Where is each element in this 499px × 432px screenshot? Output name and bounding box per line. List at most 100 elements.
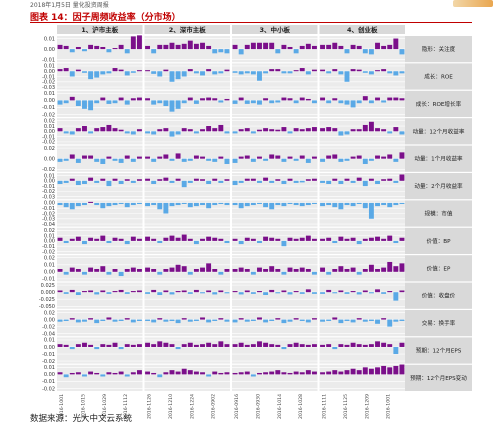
row-strip	[405, 36, 472, 63]
y-tick-label: 0.00	[44, 179, 55, 185]
y-tick-label: -0.04	[42, 331, 55, 337]
bar	[206, 342, 212, 347]
bar	[250, 131, 256, 134]
bar	[338, 266, 344, 272]
bar	[257, 42, 262, 50]
bar	[212, 292, 218, 295]
row-strip	[405, 310, 472, 337]
bar	[112, 237, 118, 241]
bar	[169, 235, 175, 241]
y-tick-label: -0.050	[39, 304, 55, 310]
bar	[175, 71, 181, 80]
bar	[69, 131, 75, 135]
bar	[94, 319, 100, 324]
bar	[157, 156, 163, 159]
bar	[75, 344, 81, 347]
y-tick-label: 0.00	[44, 129, 55, 135]
bar	[175, 371, 181, 375]
bar	[320, 158, 326, 162]
bar	[257, 341, 262, 347]
bar	[326, 371, 332, 375]
bar	[287, 156, 293, 159]
bar	[238, 97, 244, 101]
bar	[399, 131, 405, 135]
bar	[106, 180, 112, 187]
bar	[200, 344, 205, 347]
bar	[232, 202, 238, 206]
bar	[175, 202, 181, 206]
bar	[326, 319, 332, 321]
bar	[212, 371, 218, 375]
bar	[200, 71, 205, 76]
bar	[75, 158, 81, 163]
bar	[163, 69, 169, 72]
bar	[257, 100, 262, 105]
bar	[224, 179, 230, 181]
bar	[244, 202, 250, 207]
bar	[157, 240, 163, 244]
bar	[399, 364, 405, 375]
bar	[130, 180, 136, 183]
bar	[94, 372, 100, 375]
bar	[206, 236, 212, 241]
bar	[193, 178, 199, 181]
bar	[82, 71, 87, 73]
bar	[387, 367, 393, 375]
bar	[362, 238, 368, 241]
bar	[157, 374, 163, 378]
bar	[381, 238, 387, 241]
bar	[263, 372, 269, 375]
bar	[206, 180, 212, 184]
bar	[281, 71, 287, 74]
bar	[368, 368, 374, 375]
bar	[299, 267, 305, 272]
column-label: 3、中小板	[259, 25, 290, 34]
row-strip	[405, 173, 472, 200]
bar	[362, 319, 368, 322]
bar	[305, 344, 311, 347]
facet-panel	[232, 364, 318, 391]
bar	[130, 372, 136, 375]
bar	[200, 129, 205, 132]
y-tick-label: 0.01	[44, 64, 55, 70]
bar	[293, 70, 299, 72]
x-tick-label: 2016-1112	[123, 394, 129, 419]
bar	[187, 202, 193, 208]
bar	[332, 178, 338, 181]
row-label: 价值：EP	[427, 264, 451, 272]
bar	[350, 69, 356, 72]
bar	[368, 237, 374, 241]
row-strip	[405, 200, 472, 227]
bar	[326, 71, 332, 74]
bar	[299, 45, 305, 50]
bar	[224, 319, 230, 322]
bar	[281, 180, 287, 184]
bar	[232, 291, 238, 293]
bar	[375, 97, 380, 101]
bar	[112, 372, 118, 375]
bar	[275, 318, 281, 320]
bar	[275, 202, 281, 206]
bar	[269, 180, 275, 183]
bar	[269, 289, 275, 293]
y-tick-label: 0.01	[44, 338, 55, 344]
bar	[157, 100, 163, 104]
facet-panel	[232, 310, 318, 337]
bar	[63, 158, 69, 161]
bar	[393, 292, 399, 301]
x-tick-label: 2016-1126	[147, 394, 153, 419]
bar	[82, 342, 87, 347]
bar	[344, 319, 350, 321]
bar	[350, 291, 356, 293]
bar	[206, 202, 212, 209]
bar	[212, 269, 218, 272]
bar	[169, 344, 175, 347]
bar	[130, 98, 136, 101]
bar	[356, 177, 362, 181]
y-tick-label: -0.01	[42, 57, 55, 63]
bar	[57, 344, 63, 347]
bar	[106, 292, 112, 294]
bar	[112, 202, 118, 206]
bar	[387, 235, 393, 241]
bar	[57, 290, 63, 293]
